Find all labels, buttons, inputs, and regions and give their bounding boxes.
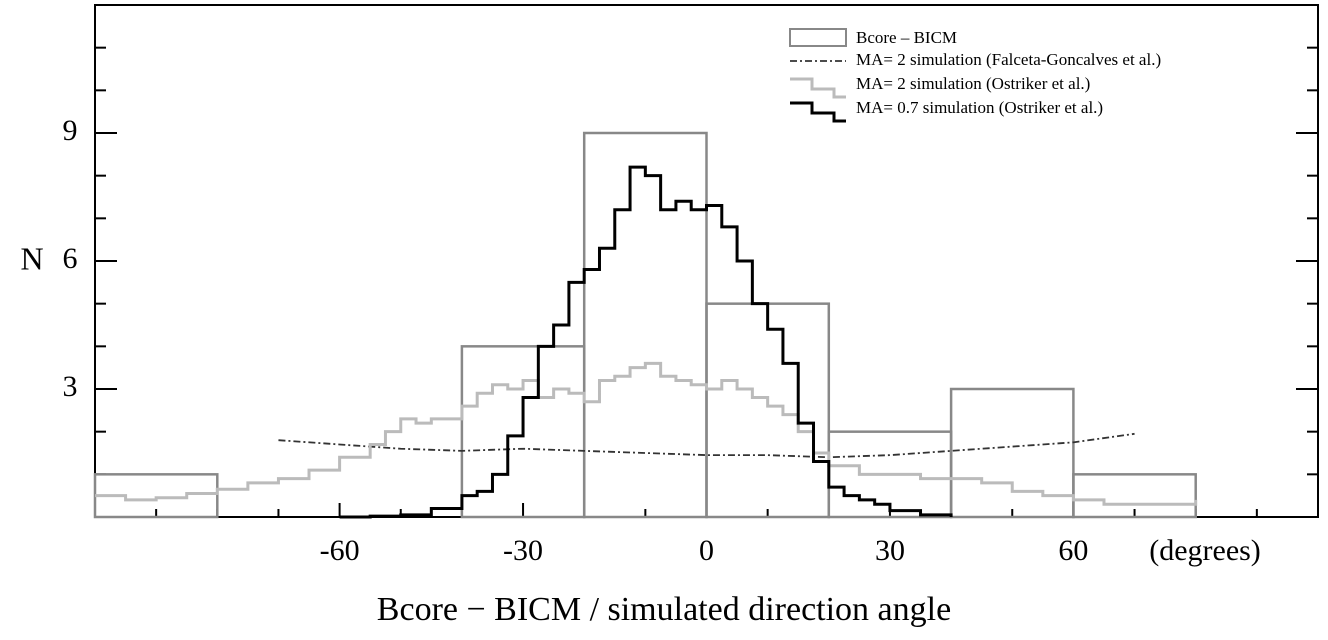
y-tick-label: 3 [63, 370, 78, 403]
legend-label: Bcore – BICM [856, 28, 957, 47]
y-label: N [20, 240, 43, 276]
histogram-bar [582, 131, 708, 519]
x-tick-label: -60 [320, 534, 360, 567]
x-tick-label: 60 [1058, 534, 1088, 567]
legend-swatch [790, 77, 846, 99]
histogram-bar [949, 387, 1075, 519]
y-tick-label: 6 [63, 242, 78, 275]
x-label: Bcore − BICM / simulated direction angle [377, 591, 951, 628]
x-unit: (degrees) [1149, 534, 1261, 567]
series-line [95, 361, 1198, 506]
x-tick-label: 30 [875, 534, 905, 567]
legend-label: MA= 2 simulation (Falceta-Goncalves et a… [856, 50, 1161, 69]
histogram-bar [705, 302, 831, 519]
y-tick-label: 9 [63, 114, 78, 147]
legend-label: MA= 0.7 simulation (Ostriker et al.) [856, 98, 1103, 117]
legend-swatch [789, 28, 847, 47]
legend-label: MA= 2 simulation (Ostriker et al.) [856, 74, 1090, 93]
x-tick-label: -30 [503, 534, 543, 567]
legend-swatch [790, 101, 846, 123]
series-line [339, 165, 953, 519]
x-tick-label: 0 [699, 534, 714, 567]
